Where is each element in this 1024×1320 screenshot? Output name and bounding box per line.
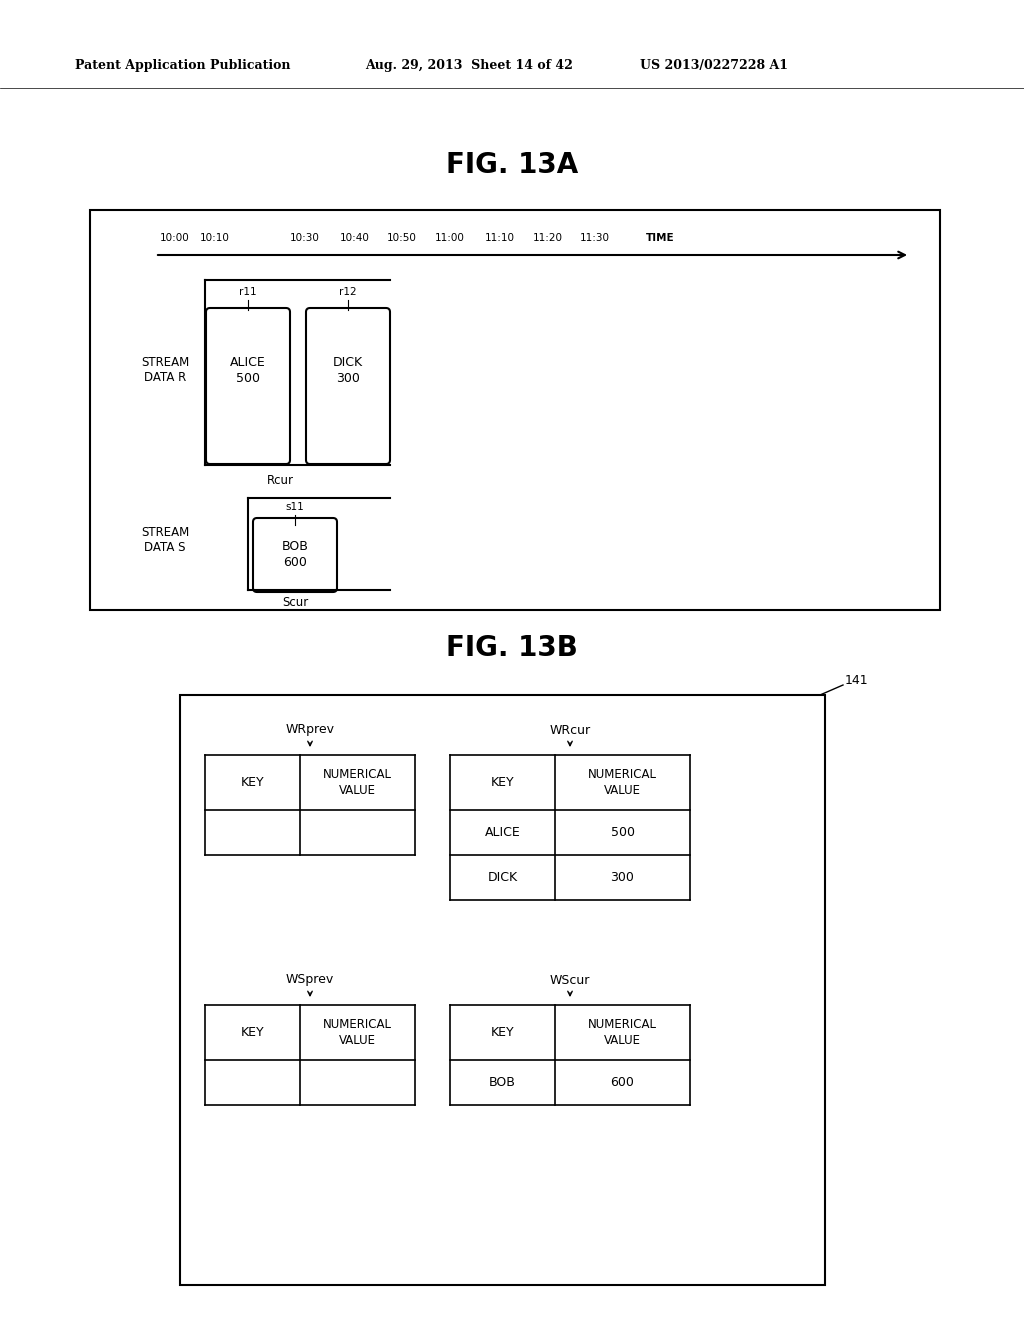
Text: WRprev: WRprev	[286, 723, 335, 737]
Text: 300: 300	[610, 871, 635, 884]
Text: KEY: KEY	[490, 1026, 514, 1039]
Text: NUMERICAL
VALUE: NUMERICAL VALUE	[588, 1019, 657, 1047]
Text: 600: 600	[610, 1076, 635, 1089]
Text: US 2013/0227228 A1: US 2013/0227228 A1	[640, 58, 788, 71]
FancyBboxPatch shape	[206, 308, 290, 465]
Text: BOB: BOB	[489, 1076, 516, 1089]
Text: NUMERICAL
VALUE: NUMERICAL VALUE	[323, 1019, 392, 1047]
Text: DICK
300: DICK 300	[333, 355, 364, 384]
Text: WScur: WScur	[550, 974, 590, 986]
Text: 10:50: 10:50	[387, 234, 417, 243]
FancyBboxPatch shape	[306, 308, 390, 465]
Text: BOB
600: BOB 600	[282, 540, 308, 569]
Text: 10:30: 10:30	[290, 234, 319, 243]
Text: 11:00: 11:00	[435, 234, 465, 243]
Text: ALICE: ALICE	[484, 826, 520, 840]
Text: s11: s11	[286, 502, 304, 512]
Text: TIME: TIME	[646, 234, 675, 243]
Text: 11:10: 11:10	[485, 234, 515, 243]
Text: 11:20: 11:20	[534, 234, 563, 243]
Text: WRcur: WRcur	[550, 723, 591, 737]
Text: Aug. 29, 2013  Sheet 14 of 42: Aug. 29, 2013 Sheet 14 of 42	[365, 58, 572, 71]
FancyBboxPatch shape	[253, 517, 337, 591]
Text: r12: r12	[339, 286, 356, 297]
Text: FIG. 13A: FIG. 13A	[445, 150, 579, 180]
Text: NUMERICAL
VALUE: NUMERICAL VALUE	[323, 768, 392, 796]
Text: DICK: DICK	[487, 871, 517, 884]
Text: WSprev: WSprev	[286, 974, 334, 986]
Text: 11:30: 11:30	[580, 234, 610, 243]
Text: r11: r11	[240, 286, 257, 297]
Text: 141: 141	[845, 673, 868, 686]
Text: 500: 500	[610, 826, 635, 840]
Text: KEY: KEY	[241, 776, 264, 789]
FancyBboxPatch shape	[90, 210, 940, 610]
Text: Patent Application Publication: Patent Application Publication	[75, 58, 291, 71]
Text: KEY: KEY	[490, 776, 514, 789]
Text: STREAM
DATA S: STREAM DATA S	[141, 525, 189, 554]
FancyBboxPatch shape	[180, 696, 825, 1284]
Text: KEY: KEY	[241, 1026, 264, 1039]
Text: Scur: Scur	[282, 597, 308, 610]
Text: NUMERICAL
VALUE: NUMERICAL VALUE	[588, 768, 657, 796]
Text: 10:00: 10:00	[160, 234, 189, 243]
Text: STREAM
DATA R: STREAM DATA R	[141, 356, 189, 384]
Text: 10:10: 10:10	[200, 234, 230, 243]
Text: ALICE
500: ALICE 500	[230, 355, 266, 384]
Text: Rcur: Rcur	[266, 474, 294, 487]
Text: FIG. 13B: FIG. 13B	[446, 634, 578, 663]
Text: 10:40: 10:40	[340, 234, 370, 243]
